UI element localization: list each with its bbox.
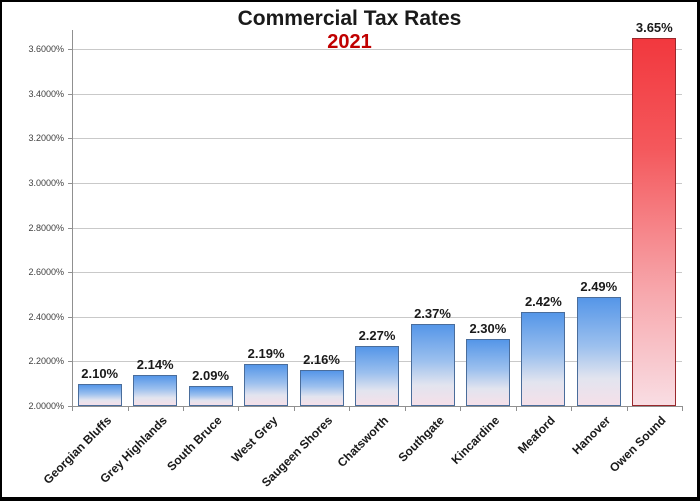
bar <box>355 345 399 406</box>
x-axis-tick <box>460 406 462 411</box>
y-axis-tick-label: 3.2000% <box>28 133 64 144</box>
bar-value-label: 2.14% <box>136 356 174 372</box>
gridline <box>72 138 682 140</box>
y-axis-tick <box>68 182 72 184</box>
y-axis-tick-label: 2.8000% <box>28 222 64 233</box>
y-axis-tick <box>68 49 72 51</box>
bar-value-label: 2.42% <box>524 294 562 310</box>
bar-value-label: 2.49% <box>580 278 618 294</box>
y-axis-line <box>72 30 73 411</box>
bar <box>133 374 178 406</box>
gridline <box>72 227 682 229</box>
y-axis-tick <box>68 138 72 140</box>
x-axis-tick <box>626 406 628 411</box>
bar-value-label: 3.65% <box>635 20 673 35</box>
x-axis-tick <box>571 406 573 411</box>
y-axis-tick <box>68 93 72 95</box>
bar-value-label: 2.37% <box>414 305 451 321</box>
y-axis-tick-label: 2.0000% <box>28 401 64 411</box>
x-axis-tick <box>238 406 240 411</box>
x-axis-tick <box>349 406 351 411</box>
gridline <box>72 272 682 274</box>
y-axis-tick <box>68 361 72 363</box>
x-category-label: West Grey <box>228 413 281 466</box>
bar-value-label: 2.19% <box>247 345 285 361</box>
y-axis-tick <box>68 406 72 407</box>
x-category-label: Meaford <box>514 413 558 457</box>
x-axis-tick <box>404 406 406 411</box>
x-category-label: Southgate <box>395 413 447 465</box>
y-axis-tick-label: 3.4000% <box>28 88 64 99</box>
x-axis-line <box>72 406 683 407</box>
x-category-label: Owen Sound <box>606 413 669 476</box>
x-axis-tick <box>182 406 184 411</box>
x-category-label: Kincardine <box>448 413 503 468</box>
y-axis-tick-label: 3.6000% <box>28 44 64 55</box>
x-axis-tick <box>682 406 683 411</box>
gridline <box>72 182 682 184</box>
y-axis-tick <box>68 272 72 274</box>
x-axis-tick <box>127 406 129 411</box>
bar-value-label: 2.30% <box>469 321 507 337</box>
y-axis-tick <box>68 227 72 229</box>
x-axis-tick <box>515 406 517 411</box>
bar-value-label: 2.16% <box>303 352 340 368</box>
bar <box>244 363 289 406</box>
bar-highlighted <box>632 38 677 406</box>
y-axis-tick-label: 3.0000% <box>28 177 64 188</box>
bar-value-label: 2.27% <box>358 327 396 343</box>
x-category-label: South Bruce <box>164 413 225 474</box>
y-axis-tick <box>68 316 72 318</box>
bar <box>521 312 566 406</box>
y-axis-tick-label: 2.2000% <box>28 356 64 367</box>
y-axis-tick-label: 2.4000% <box>28 311 64 322</box>
bar <box>77 383 122 406</box>
bar-value-label: 2.10% <box>81 365 119 381</box>
bar <box>188 385 233 406</box>
x-axis-tick <box>293 406 295 411</box>
x-axis-tick <box>72 406 73 411</box>
bar <box>465 339 510 406</box>
gridline <box>72 316 682 318</box>
gridline <box>72 93 682 95</box>
bar <box>576 296 621 406</box>
y-axis-tick-label: 2.6000% <box>28 267 64 278</box>
bar <box>299 370 344 406</box>
x-category-label: Hanover <box>569 413 614 458</box>
gridline <box>72 49 682 51</box>
bar-value-label: 2.09% <box>192 367 230 383</box>
bar <box>410 323 455 406</box>
x-category-label: Chatsworth <box>334 413 392 470</box>
